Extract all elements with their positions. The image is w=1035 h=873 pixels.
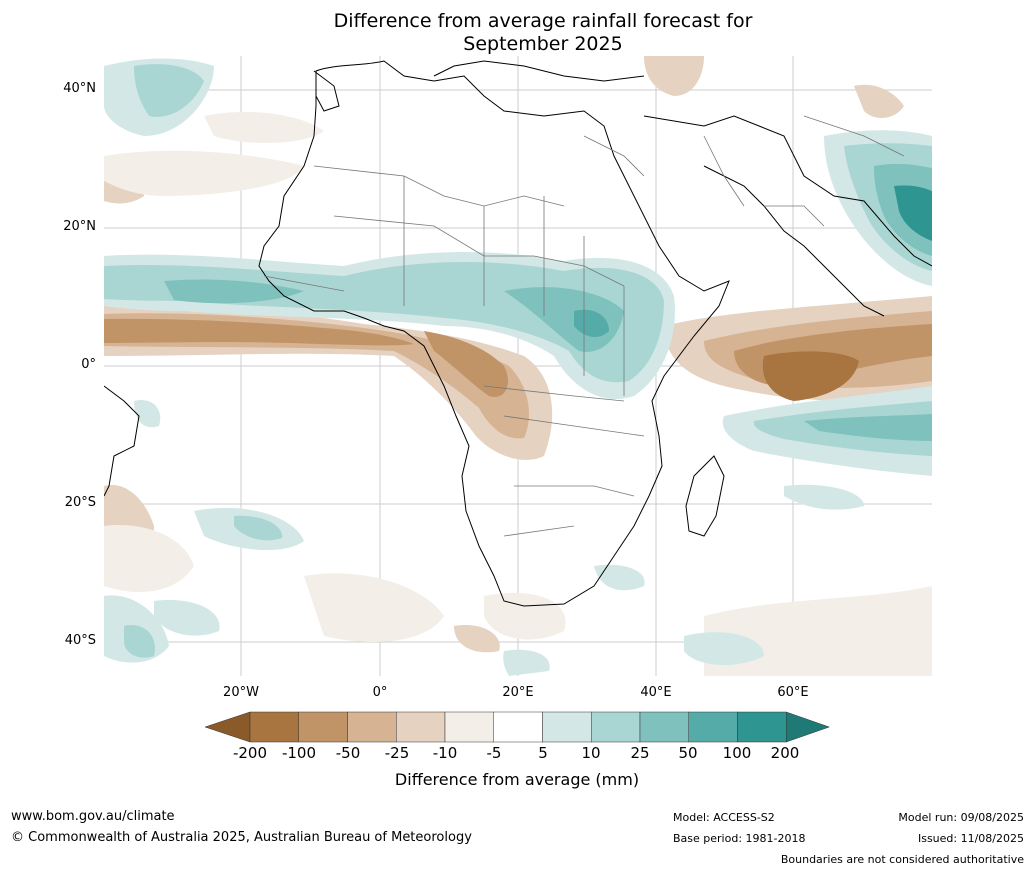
lon-label-0: 0°	[372, 685, 388, 700]
lon-label-40e: 40°E	[640, 685, 672, 700]
colorbar-tick: -50	[335, 744, 361, 762]
colorbar-cell	[639, 711, 689, 743]
colorbar-cell	[688, 711, 738, 743]
map-title: Difference from average rainfall forecas…	[260, 10, 826, 56]
colorbar-cell	[249, 711, 299, 743]
lat-label-20s: 20°S	[64, 495, 96, 510]
lon-label-20e: 20°E	[502, 685, 534, 700]
colorbar-tick: -25	[384, 744, 410, 762]
lon-label-60e: 60°E	[777, 685, 809, 700]
copyright-text: © Commonwealth of Australia 2025, Austra…	[11, 830, 472, 845]
colorbar-extension-high	[786, 711, 830, 743]
colorbar-cell	[347, 711, 397, 743]
title-line-2: September 2025	[463, 33, 623, 55]
website-link[interactable]: www.bom.gov.au/climate	[11, 809, 175, 824]
colorbar-tick: -5	[486, 744, 502, 762]
country-boundaries	[263, 115, 905, 537]
colorbar-cell	[591, 711, 641, 743]
lat-label-40s: 40°S	[64, 633, 96, 648]
colorbar-tick: -100	[281, 744, 317, 762]
colorbar-tick: 10	[581, 744, 601, 762]
boundaries-disclaimer: Boundaries are not considered authoritat…	[780, 853, 1024, 866]
lat-label-0: 0°	[81, 357, 96, 372]
issued-date: Issued: 11/08/2025	[917, 832, 1024, 845]
colorbar-cell	[493, 711, 543, 743]
base-period: Base period: 1981-2018	[673, 832, 806, 845]
colorbar-tick: 50	[678, 744, 698, 762]
colorbar-tick: -200	[232, 744, 268, 762]
lat-label-40n: 40°N	[63, 81, 96, 96]
colorbar-cell	[396, 711, 446, 743]
colorbar-tick: 200	[770, 744, 800, 762]
colorbar-label: Difference from average (mm)	[394, 770, 640, 789]
colorbar	[205, 711, 830, 743]
model-name: Model: ACCESS-S2	[673, 811, 775, 824]
map-canvas	[104, 56, 932, 676]
colorbar-tick: 5	[538, 744, 548, 762]
rainfall-anomaly-map	[104, 56, 932, 676]
colorbar-tick: 100	[722, 744, 752, 762]
colorbar-cell	[298, 711, 348, 743]
colorbar-tick: 25	[630, 744, 650, 762]
lat-label-20n: 20°N	[63, 219, 96, 234]
colorbar-cell	[444, 711, 494, 743]
lon-label-20w: 20°W	[223, 685, 259, 700]
colorbar-cell	[542, 711, 592, 743]
wet-anomaly-areas	[104, 58, 932, 676]
colorbar-tick: -10	[432, 744, 458, 762]
coastlines	[104, 60, 932, 607]
title-line-1: Difference from average rainfall forecas…	[333, 10, 753, 32]
model-run-date: Model run: 09/08/2025	[898, 811, 1024, 824]
colorbar-extension-low	[205, 711, 251, 743]
colorbar-cell	[737, 711, 787, 743]
